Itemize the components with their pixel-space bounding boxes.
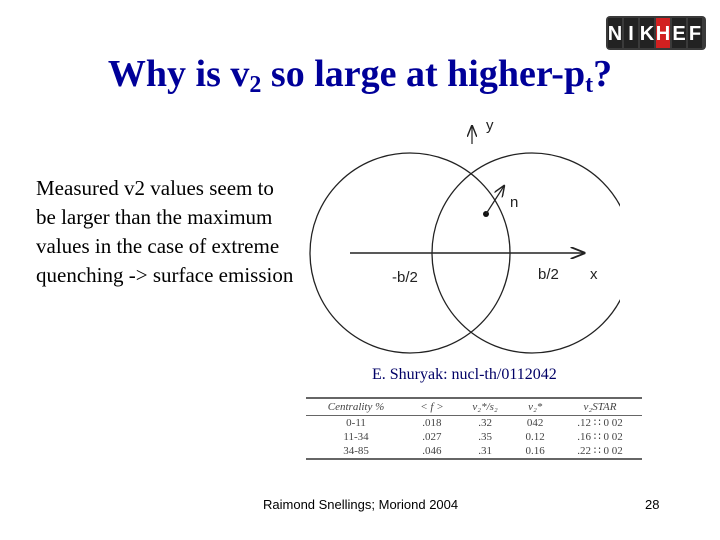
table-cell: 0-11 bbox=[346, 417, 366, 429]
normal-label: n bbox=[510, 194, 518, 211]
table-cell: 0.16 bbox=[512, 444, 558, 460]
table-cell: .35 bbox=[478, 431, 492, 443]
normal-vector bbox=[485, 186, 504, 215]
logo-letter: E bbox=[672, 23, 685, 45]
logo-letter: N bbox=[608, 23, 622, 45]
left-center-label: -b/2 bbox=[392, 269, 418, 286]
logo-tile bbox=[656, 18, 670, 48]
logo-letter: F bbox=[689, 23, 701, 45]
table-cell: 34-85 bbox=[306, 444, 407, 460]
overlap-diagram: y n -b/2 b/2 x bbox=[309, 117, 620, 354]
table-cell: .32 bbox=[478, 417, 492, 429]
table-header-cell: v₂* bbox=[512, 397, 558, 416]
table-header-cell: < f > bbox=[406, 397, 458, 416]
table-cell: .22 ∷ 0 02 bbox=[557, 444, 642, 460]
right-center-label: b/2 bbox=[538, 266, 559, 283]
table-cell: 042 bbox=[526, 417, 544, 429]
logo-letter: K bbox=[640, 23, 655, 45]
v2-table: Centrality % < f > v₂*/s₂ v₂* v₂STAR 0-11 .01… bbox=[306, 397, 642, 460]
logo-tile bbox=[608, 18, 622, 48]
page-number: 28 bbox=[645, 497, 660, 512]
table-cell: .018 bbox=[422, 417, 442, 429]
table-header-cell: v₂STAR bbox=[557, 397, 642, 416]
table-cell: .12 ∷ 0 02 bbox=[577, 417, 623, 429]
logo-tile bbox=[672, 18, 686, 48]
table-cell: .046 bbox=[406, 444, 458, 460]
table-cell: 11-34 bbox=[343, 431, 369, 443]
table-header-cell: v₂*/s₂ bbox=[457, 397, 513, 416]
logo-tile bbox=[640, 18, 654, 48]
footer-author: Raimond Snellings; Moriond 2004 bbox=[263, 497, 459, 512]
logo-tile bbox=[688, 18, 702, 48]
y-axis-label: y bbox=[486, 117, 494, 134]
table-cell: .16 ∷ 0 02 bbox=[577, 431, 623, 443]
table-cell: 0.12 bbox=[525, 431, 545, 443]
logo-tile bbox=[624, 18, 638, 48]
table-row: 0-11 .018 .32 042 .12 ∷ 0 02 bbox=[306, 416, 642, 431]
logo-letter: I bbox=[628, 23, 634, 45]
table-cell: .31 bbox=[457, 444, 513, 460]
body-text: Measured v2 values seem to be larger tha… bbox=[36, 176, 294, 287]
table-row: 34-85.046.31 0.16.22 ∷ 0 02 bbox=[306, 444, 642, 460]
x-axis-label: x bbox=[590, 266, 598, 283]
table-row: 11-34 .027 .35 0.12 .16 ∷ 0 02 bbox=[306, 430, 642, 444]
logo-letter: H bbox=[656, 23, 670, 45]
slide-title: Why is v2 so large at higher-pt? bbox=[107, 53, 613, 98]
table-header-cell: Centrality % bbox=[306, 397, 407, 416]
table-cell: .027 bbox=[422, 431, 442, 443]
citation: E. Shuryak: nucl-th/0112042 bbox=[372, 366, 557, 383]
